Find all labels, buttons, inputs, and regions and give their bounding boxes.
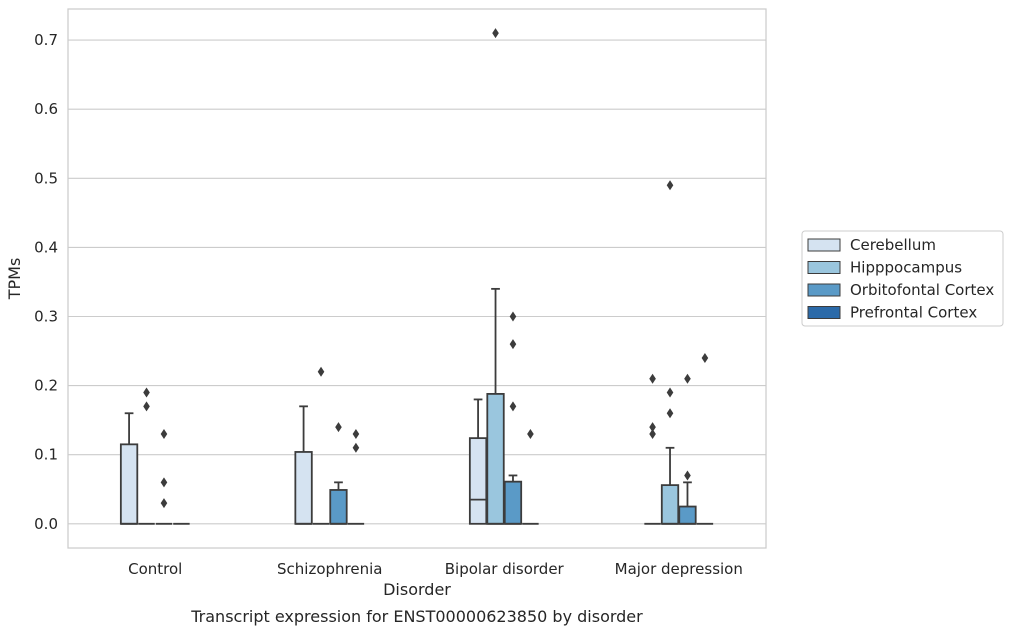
box-2-3 [522,428,539,525]
outlier-point [666,408,674,419]
x-tick-label: Schizophrenia [277,560,382,578]
y-tick-label: 0.0 [34,515,58,533]
outlier-point [143,387,150,398]
box-1-2 [329,422,348,525]
box-3-2 [678,373,697,525]
x-tick-label: Major depression [615,560,743,578]
box-body [468,437,488,525]
box-3-1 [660,180,680,525]
box-2-2 [503,311,523,525]
legend-label: Prefrontal Cortex [850,304,977,322]
legend-swatch [807,306,841,319]
outlier-point [160,477,168,488]
box-2-0 [468,398,488,525]
legend-label: Cerebellum [850,236,936,254]
outlier-point [317,366,325,377]
box-body [678,505,697,525]
y-tick-label: 0.3 [34,308,58,326]
outlier-point [701,352,709,363]
box-body [329,489,348,525]
outlier-point [143,401,150,412]
legend-swatch [807,238,841,252]
outlier-point [666,180,674,191]
box-body [119,443,139,525]
outlier-point [492,28,499,39]
box-body [294,451,313,525]
box-0-2 [155,428,173,525]
y-tick-label: 0.1 [34,446,58,464]
y-tick-label: 0.7 [34,31,58,49]
box-body [486,393,505,525]
box-body [660,484,680,525]
outlier-point [335,422,342,433]
outlier-point [352,442,360,453]
outlier-point [684,373,691,384]
grid-lines [68,39,766,525]
box-0-1 [138,387,155,525]
box-2-1 [486,28,505,525]
legend: Cerebellum Hipppocampus Orbitofontal Corte… [801,230,1004,327]
box-3-3 [696,352,714,525]
outlier-point [509,311,517,322]
y-axis-label: TPMs [5,258,24,301]
outlier-point [527,428,534,439]
box-3-0 [644,373,661,525]
outlier-point [649,422,656,433]
y-tick-label: 0.2 [34,377,58,395]
chart-caption: Transcript expression for ENST0000062385… [190,607,643,626]
outlier-point [160,498,168,509]
legend-swatch [807,283,841,297]
box-body [503,480,523,525]
outlier-point [509,401,517,412]
x-tick-labels: Control Schizophrenia Bipolar disorder Majo… [128,560,743,578]
plot-frame [67,8,767,549]
legend-label: Hipppocampus [850,259,962,277]
x-axis-label: Disorder [383,580,451,599]
box-1-0 [294,405,313,525]
outlier-point [352,428,360,439]
boxes [119,28,714,525]
y-tick-label: 0.4 [34,238,58,256]
x-tick-label: Control [128,560,182,578]
legend-swatch [807,261,841,274]
x-tick-label: Bipolar disorder [445,560,565,578]
outlier-point [160,428,168,439]
y-tick-label: 0.6 [34,100,58,118]
outlier-point [666,387,674,398]
outlier-point [649,428,656,439]
box-0-0 [119,412,139,525]
legend-label: Orbitofontal Cortex [850,281,994,299]
box-1-3 [347,428,365,525]
outlier-point [649,373,656,384]
outlier-point [684,470,691,481]
y-tick-labels: 0.0 0.1 0.2 0.3 0.4 0.5 0.6 0.7 [34,31,58,533]
box-1-1 [312,366,330,525]
y-tick-label: 0.5 [34,169,58,187]
outlier-point [509,339,517,350]
legend-frame [801,230,1004,327]
